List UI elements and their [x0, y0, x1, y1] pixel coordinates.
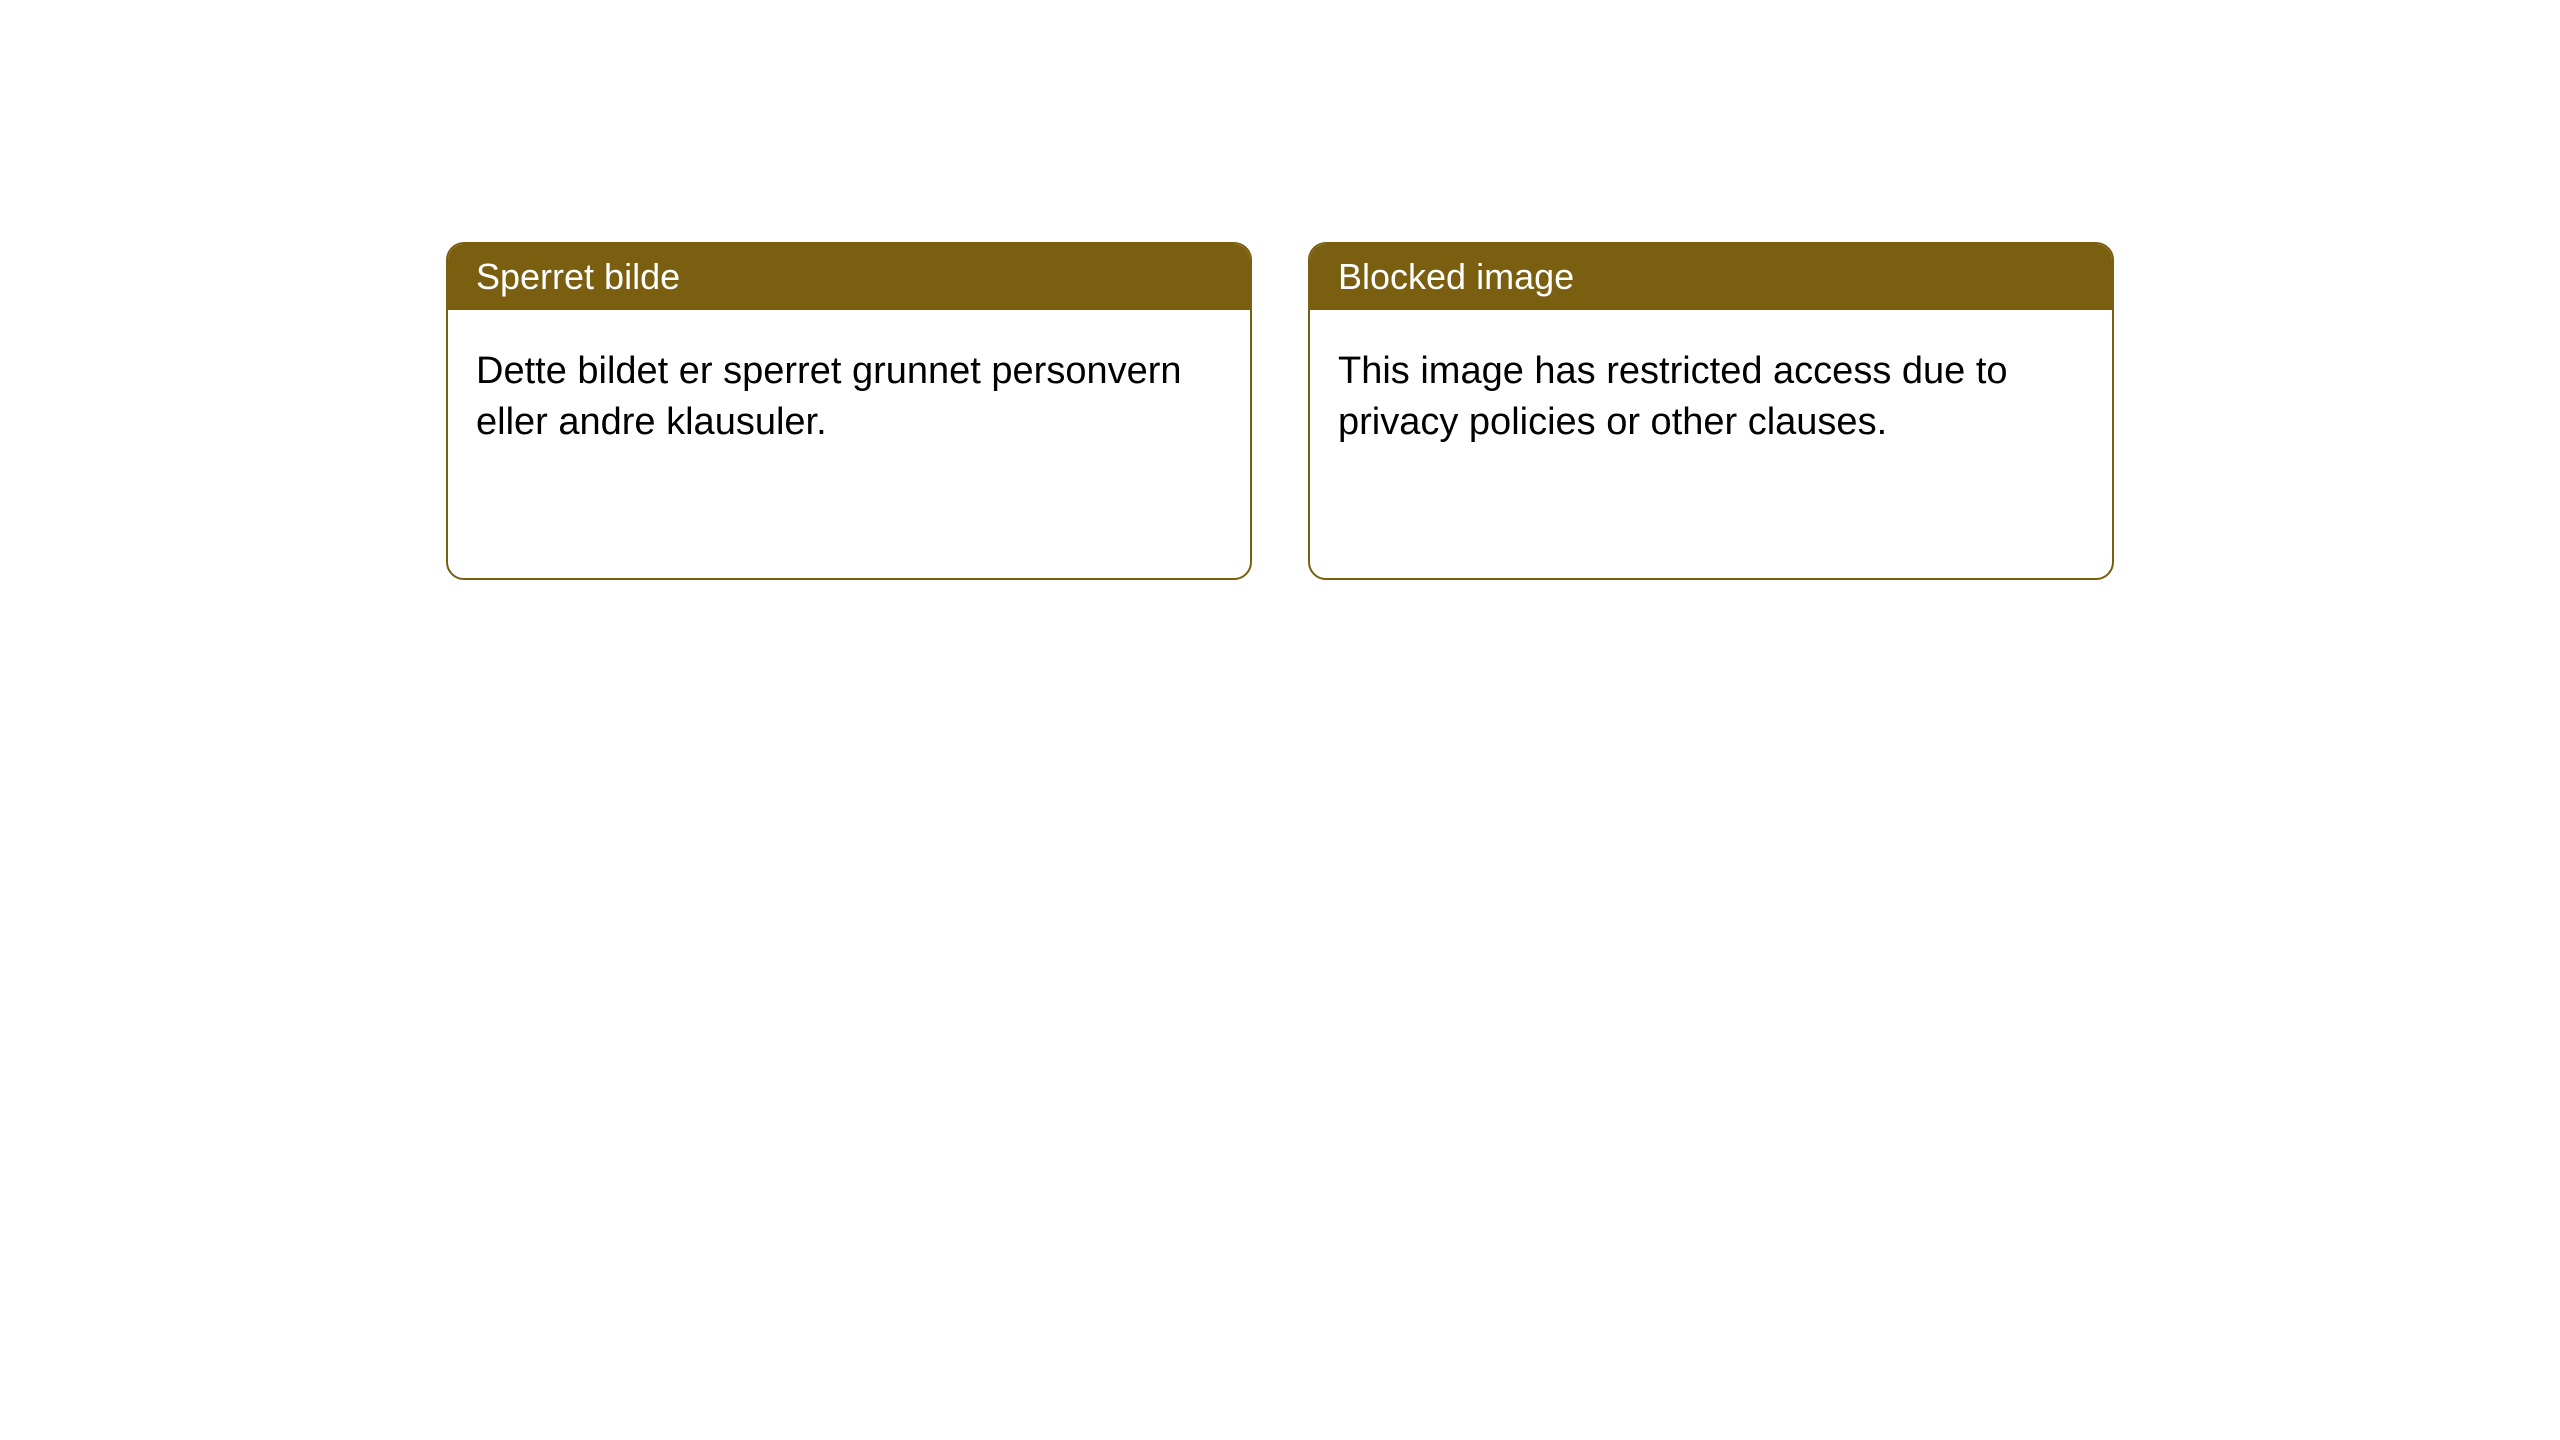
notice-title-norwegian: Sperret bilde: [448, 244, 1250, 310]
notice-title-english: Blocked image: [1310, 244, 2112, 310]
notice-card-norwegian: Sperret bilde Dette bildet er sperret gr…: [446, 242, 1252, 580]
notice-card-english: Blocked image This image has restricted …: [1308, 242, 2114, 580]
notice-body-norwegian: Dette bildet er sperret grunnet personve…: [448, 310, 1250, 485]
notice-body-english: This image has restricted access due to …: [1310, 310, 2112, 485]
notice-container: Sperret bilde Dette bildet er sperret gr…: [0, 0, 2560, 580]
